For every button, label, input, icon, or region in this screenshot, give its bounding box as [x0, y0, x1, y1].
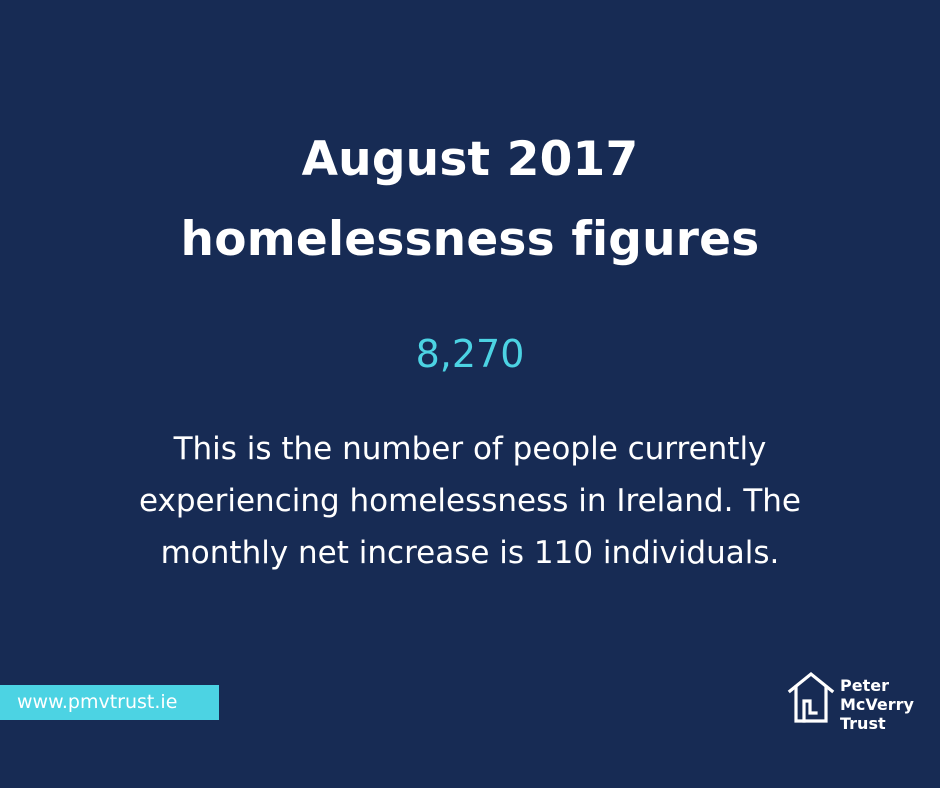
description-line-3: monthly net increase is 110 individuals. — [160, 535, 780, 571]
page-title: August 2017 homelessness figures — [0, 120, 940, 280]
logo-line-1: Peter — [840, 676, 889, 695]
website-link[interactable]: www.pmvtrust.ie — [17, 691, 178, 713]
peter-mcverry-trust-logo: Peter McVerry Trust — [787, 669, 927, 737]
description-line-2: experiencing homelessness in Ireland. Th… — [139, 483, 801, 519]
logo-line-3: Trust — [840, 714, 886, 733]
logo-line-2: McVerry — [840, 695, 914, 714]
homeless-count-stat: 8,270 — [415, 332, 525, 376]
title-line-2: homelessness figures — [180, 212, 760, 267]
logo-wordmark: Peter McVerry Trust — [840, 676, 914, 733]
house-icon — [787, 671, 835, 723]
title-line-1: August 2017 — [301, 132, 639, 187]
website-banner[interactable]: www.pmvtrust.ie — [0, 685, 219, 720]
description-line-1: This is the number of people currently — [173, 431, 767, 467]
stat-description: This is the number of people currently e… — [40, 423, 900, 579]
